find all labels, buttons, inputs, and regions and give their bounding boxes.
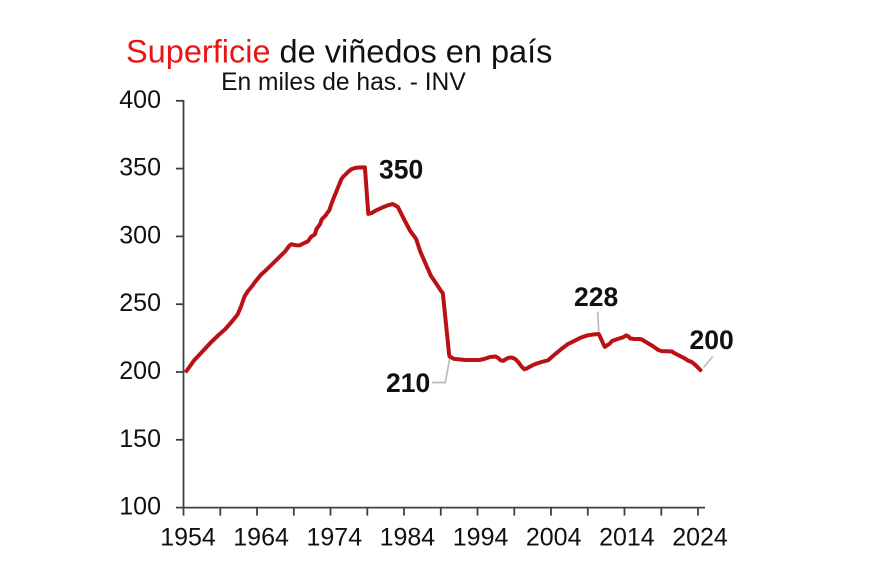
svg-text:200: 200	[690, 325, 734, 355]
svg-text:250: 250	[119, 289, 161, 317]
svg-text:2024: 2024	[672, 524, 728, 552]
svg-text:350: 350	[119, 154, 161, 182]
svg-text:1994: 1994	[453, 524, 509, 552]
svg-text:En miles de has. - INV: En miles de has. - INV	[221, 69, 466, 96]
svg-text:150: 150	[119, 425, 161, 453]
svg-text:400: 400	[119, 86, 161, 114]
svg-text:1974: 1974	[306, 524, 362, 552]
svg-text:100: 100	[119, 493, 161, 521]
svg-text:1964: 1964	[233, 524, 289, 552]
svg-text:1954: 1954	[160, 524, 216, 552]
svg-text:350: 350	[379, 155, 423, 185]
svg-text:1984: 1984	[380, 524, 436, 552]
svg-text:210: 210	[386, 368, 430, 398]
svg-text:2014: 2014	[599, 524, 655, 552]
svg-text:300: 300	[119, 221, 161, 249]
svg-text:2004: 2004	[526, 524, 582, 552]
svg-text:200: 200	[119, 357, 161, 385]
svg-text:228: 228	[574, 282, 618, 312]
svg-text:Superficie de viñedos en país: Superficie de viñedos en país	[126, 34, 552, 70]
